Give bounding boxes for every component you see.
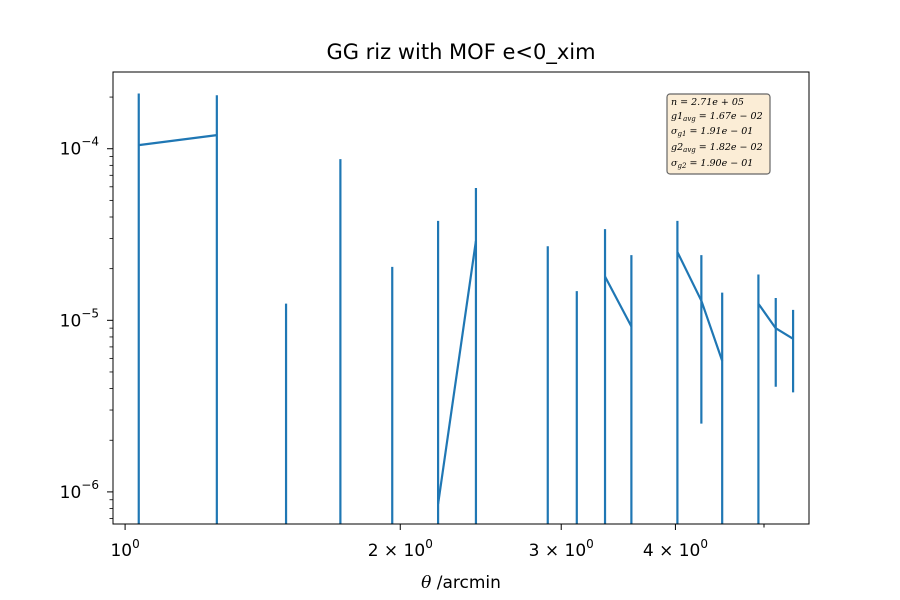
y-tick-label-mantissa: 10 bbox=[60, 483, 82, 503]
chart-title: GG riz with MOF e<0_xim bbox=[326, 40, 595, 65]
x-tick-label-exponent: 0 bbox=[425, 537, 433, 551]
plot-data bbox=[137, 93, 795, 524]
y-tick-label-mantissa: 10 bbox=[60, 140, 82, 160]
x-tick-label-exponent: 0 bbox=[132, 537, 140, 551]
y-tick-label-0: 10−4 bbox=[60, 135, 99, 160]
x-tick-label-mantissa: 3 × 10 bbox=[529, 541, 587, 561]
y-tick-label-1: 10−5 bbox=[60, 306, 99, 331]
stats-box: n = 2.71e + 05 g1avg = 1.67e − 02 σg1 = … bbox=[666, 93, 771, 175]
data-line-segment-4 bbox=[757, 303, 794, 340]
x-axis-ticks: 100 2 × 100 3 × 100 4 × 100 bbox=[110, 524, 765, 561]
y-tick-label-mantissa: 10 bbox=[60, 311, 82, 331]
y-tick-label-exponent: −4 bbox=[81, 135, 99, 149]
data-line-segment-1 bbox=[437, 240, 477, 505]
y-tick-label-2: 10−6 bbox=[60, 478, 99, 503]
stat-line-sigma-g1: σg1 = 1.91e − 01 bbox=[671, 126, 753, 138]
plot-frame bbox=[112, 71, 810, 525]
stat-line-sigma-g2: σg2 = 1.90e − 01 bbox=[671, 158, 753, 170]
y-tick-label-exponent: −5 bbox=[81, 306, 99, 320]
data-line-segment-2 bbox=[604, 275, 633, 328]
x-axis-label-unit: /arcmin bbox=[431, 573, 501, 593]
x-axis-label: θ /arcmin bbox=[421, 573, 501, 593]
x-tick-label-3: 4 × 100 bbox=[643, 537, 708, 561]
x-tick-label-mantissa: 2 × 10 bbox=[368, 541, 426, 561]
stats-box-background bbox=[666, 93, 771, 175]
y-tick-label-exponent: −6 bbox=[81, 478, 99, 492]
x-tick-label-mantissa: 4 × 10 bbox=[643, 541, 701, 561]
stat-line-n: n = 2.71e + 05 bbox=[671, 97, 744, 108]
data-line-segment-0 bbox=[138, 134, 217, 147]
y-axis-ticks: 10−410−510−6 bbox=[60, 96, 113, 519]
x-axis-label-symbol: θ bbox=[421, 573, 431, 593]
x-tick-label-1: 2 × 100 bbox=[368, 537, 433, 561]
x-tick-label-mantissa: 10 bbox=[110, 541, 132, 561]
data-line-segment-3 bbox=[676, 251, 724, 362]
x-tick-label-0: 100 bbox=[110, 537, 139, 561]
x-tick-label-exponent: 0 bbox=[700, 537, 708, 551]
x-tick-label-2: 3 × 100 bbox=[529, 537, 594, 561]
x-tick-label-exponent: 0 bbox=[586, 537, 594, 551]
